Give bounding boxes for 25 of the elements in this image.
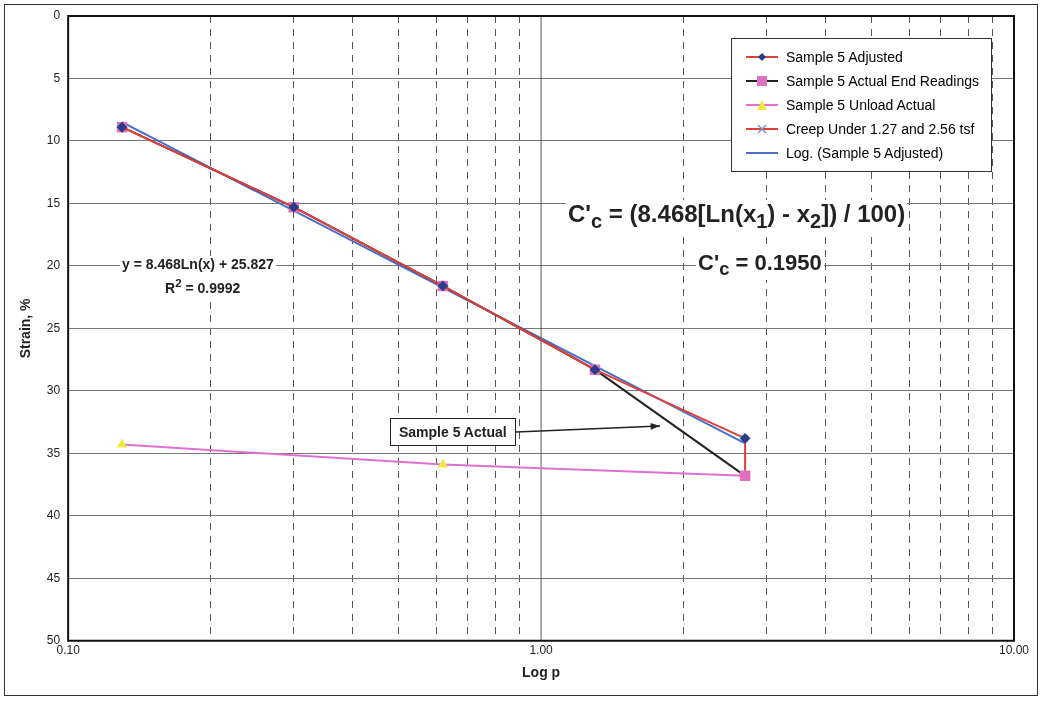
annotation: C'$_{c}$ = (8.468[Ln(x$_{1}$) - x$_{2}$]) / 100) <box>566 200 908 233</box>
annotation: C'$_{c}$ = 0.1950 <box>696 250 824 281</box>
legend-label: Log. (Sample 5 Adjusted) <box>786 145 944 161</box>
y-tick-label: 10 <box>46 133 61 148</box>
y-tick-label: 40 <box>46 508 61 523</box>
y-axis-title: Strain, % <box>17 297 34 359</box>
x-axis-title: Log p <box>522 664 561 681</box>
legend-label: Creep Under 1.27 and 2.56 tsf <box>786 121 975 137</box>
x-tick-label: 10.00 <box>998 643 1030 658</box>
annotation: y = 8.468Ln(x) + 25.827 <box>120 256 276 272</box>
y-tick-label: 20 <box>46 258 61 273</box>
legend-label: Sample 5 Unload Actual <box>786 97 936 113</box>
legend-label: Sample 5 Actual End Readings <box>786 73 980 89</box>
x-tick-label: 0.10 <box>56 643 81 658</box>
annotation: R$^{2}$ = 0.9992 <box>163 276 243 296</box>
y-tick-label: 5 <box>53 70 61 85</box>
y-tick-label: 35 <box>46 445 61 460</box>
y-tick-label: 30 <box>46 383 61 398</box>
annotation: Sample 5 Actual <box>390 418 516 446</box>
y-tick-label: 25 <box>46 320 61 335</box>
legend-label: Sample 5 Adjusted <box>786 49 903 65</box>
y-tick-label: 45 <box>46 570 61 585</box>
y-tick-label: 0 <box>53 8 61 23</box>
x-tick-label: 1.00 <box>529 643 554 658</box>
y-tick-label: 15 <box>46 195 61 210</box>
